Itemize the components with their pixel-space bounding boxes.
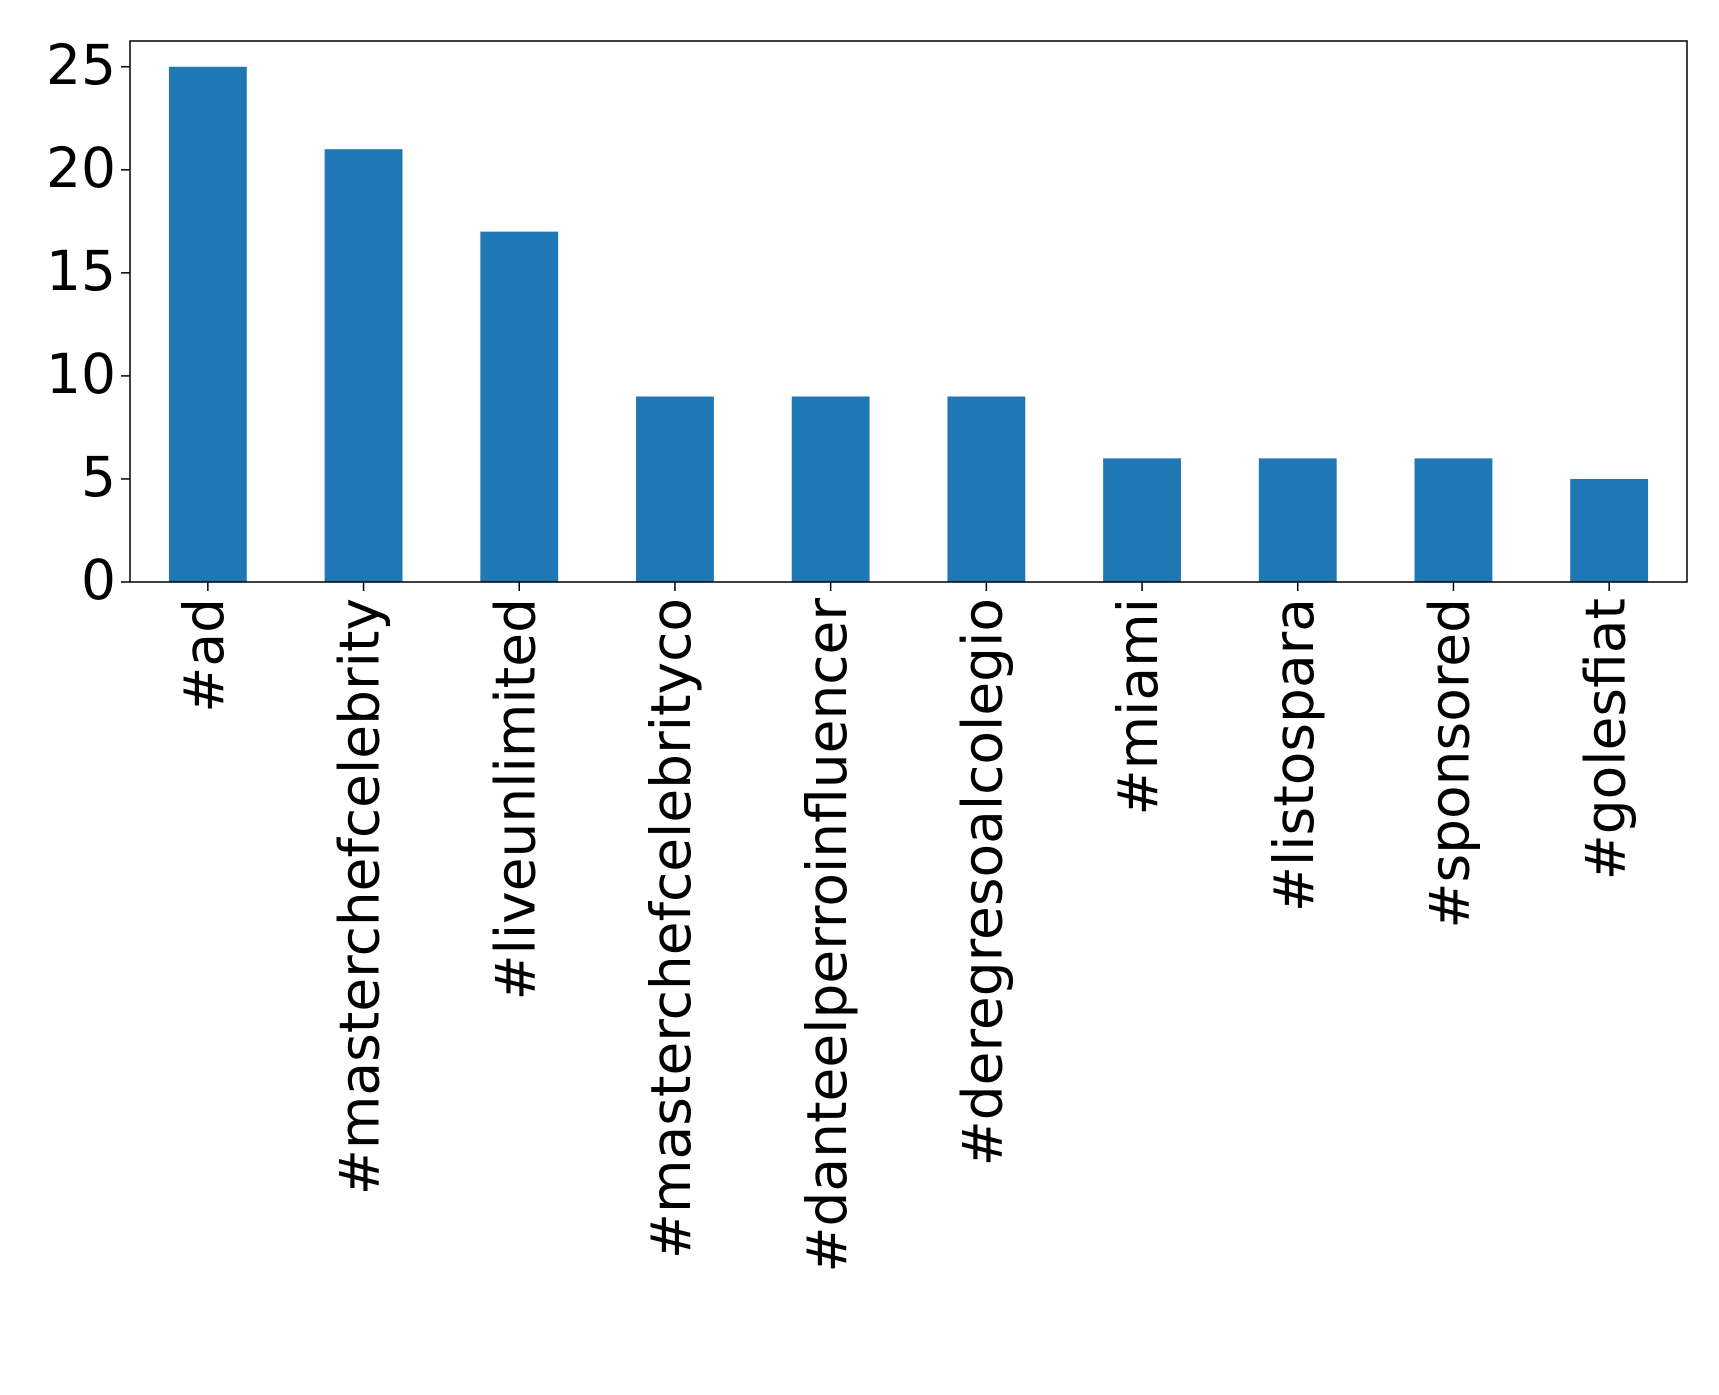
x-tick-label: #miami xyxy=(1106,598,1170,816)
bar xyxy=(480,231,559,582)
x-tick-label: #danteelperroinfluencer xyxy=(795,598,859,1273)
bar xyxy=(1103,458,1181,582)
x-tick-label: #liveunlimited xyxy=(483,598,547,1000)
x-tick-label: #deregresoalcolegio xyxy=(950,598,1014,1166)
bar xyxy=(168,66,247,582)
bar xyxy=(791,396,870,582)
bar xyxy=(636,396,714,582)
bar xyxy=(1258,458,1337,582)
x-tick-label: #masterchefcelebrity xyxy=(328,598,392,1195)
y-tick-label: 10 xyxy=(46,342,116,406)
bar xyxy=(947,396,1026,582)
x-tick-label: #sponsored xyxy=(1418,598,1482,929)
y-tick-label: 0 xyxy=(81,548,116,612)
x-tick-label: #ad xyxy=(172,598,236,713)
y-tick-label: 25 xyxy=(46,33,116,97)
y-tick-label: 15 xyxy=(46,239,116,303)
x-tick-label: #masterchefcelebrityco xyxy=(639,598,703,1259)
bar xyxy=(1570,478,1649,582)
y-tick-label: 5 xyxy=(81,445,116,509)
y-tick-label: 20 xyxy=(46,136,116,200)
x-tick-label: #listospara xyxy=(1262,598,1326,912)
bar xyxy=(1414,458,1493,582)
plot-frame xyxy=(129,40,1688,583)
x-tick-label: #golesfiat xyxy=(1573,598,1637,880)
bar xyxy=(324,149,403,582)
